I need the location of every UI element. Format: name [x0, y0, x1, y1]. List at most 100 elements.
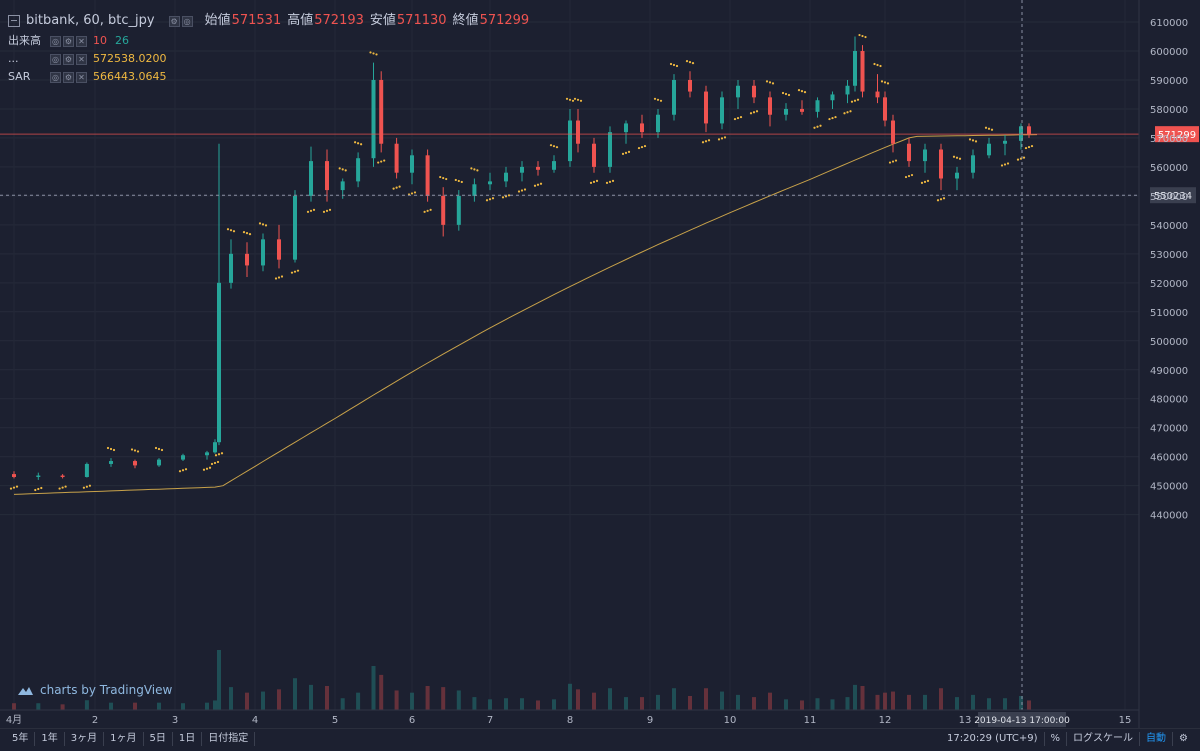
sar-dot — [248, 233, 252, 236]
sar-dot — [423, 210, 426, 213]
sar-dot — [245, 232, 249, 235]
sar-dot — [723, 136, 727, 139]
open-value: 571531 — [231, 13, 282, 28]
hide-icon: ◎ — [50, 71, 61, 83]
price-tick: 600000 — [1150, 47, 1188, 58]
sar-dot — [765, 80, 769, 83]
sar-dot — [608, 180, 612, 183]
price-tick: 500000 — [1150, 337, 1188, 348]
volume-bar — [688, 696, 692, 710]
sar-dot — [354, 141, 357, 144]
volume-bar — [987, 698, 991, 710]
sar-dot — [539, 182, 543, 185]
sar-dot — [552, 145, 556, 148]
candle-body — [853, 50, 857, 86]
gear-icon[interactable]: ⚙ — [1172, 732, 1194, 746]
sar-dot — [157, 447, 161, 451]
candle-body — [325, 161, 329, 191]
sar-dot — [853, 99, 857, 102]
ma-controls[interactable]: ◎ ⚙ ✕ — [50, 53, 87, 65]
sar-dot — [595, 179, 599, 182]
sar-dot — [360, 143, 363, 146]
sar-dot — [958, 157, 962, 160]
range-3m[interactable]: 3ヶ月 — [65, 732, 105, 746]
range-1m[interactable]: 1ヶ月 — [104, 732, 144, 746]
time-tick: 5 — [332, 715, 338, 726]
tradingview-watermark[interactable]: charts by TradingView — [16, 683, 172, 697]
volume-bar — [410, 692, 414, 710]
candle-body — [704, 91, 708, 124]
clock-time[interactable]: 17:20:29 (UTC+9) — [947, 733, 1038, 744]
candle-body — [875, 91, 880, 98]
time-tick: 11 — [804, 715, 817, 726]
candle-body — [340, 181, 345, 191]
volume-bar — [371, 666, 376, 710]
sar-dot — [242, 231, 246, 234]
volume-bar — [213, 700, 217, 710]
range-1d[interactable]: 1日 — [173, 732, 203, 746]
sar-dot — [380, 160, 383, 163]
sar-dot — [533, 184, 537, 187]
sar-controls[interactable]: ◎ ⚙ ✕ — [50, 71, 87, 83]
series-controls[interactable]: ⚙ ◎ — [168, 15, 193, 27]
candle-body — [356, 158, 361, 182]
volume-bar — [157, 702, 161, 710]
settings-icon: ⚙ — [168, 15, 180, 27]
collapse-icon[interactable] — [8, 15, 20, 27]
volume-bar — [340, 698, 345, 710]
volume-bar — [624, 697, 628, 710]
candle-body — [157, 459, 161, 466]
sar-dot — [15, 485, 19, 488]
close-icon: ✕ — [76, 53, 87, 65]
hide-icon: ◎ — [181, 15, 193, 27]
sar-dot — [1003, 163, 1007, 166]
sar-dot — [984, 126, 988, 129]
candle-body — [592, 143, 596, 167]
sar-dot — [328, 208, 332, 211]
candle-body — [1019, 126, 1023, 141]
price-tick: 450000 — [1150, 482, 1188, 493]
sar-label[interactable]: SAR — [8, 70, 31, 83]
volume-bar — [907, 694, 911, 710]
watermark-text[interactable]: charts by TradingView — [40, 683, 173, 697]
candle-body — [752, 85, 756, 98]
volume-label[interactable]: 出来高 — [8, 34, 41, 47]
high-label: 高値 — [287, 13, 314, 28]
range-custom[interactable]: 日付指定 — [202, 732, 256, 746]
range-5y[interactable]: 5年 — [6, 732, 36, 746]
chart-legend: bitbank, 60, btc_jpy ⚙ ◎ 始値 571531 高値 57219… — [8, 10, 529, 86]
volume-bar — [608, 688, 612, 710]
time-tick: 7 — [487, 715, 493, 726]
log-scale-toggle[interactable]: ログスケール — [1066, 732, 1139, 746]
sar-dot — [627, 150, 631, 153]
symbol-title[interactable]: bitbank, 60, btc_jpy — [26, 13, 155, 28]
volume-bar — [971, 694, 975, 710]
sar-dot — [274, 277, 278, 280]
percent-toggle[interactable]: % — [1043, 732, 1067, 746]
sar-dot — [803, 91, 807, 94]
range-5d[interactable]: 5日 — [144, 732, 173, 746]
volume-green-value: 26 — [115, 34, 129, 47]
price-tick: 480000 — [1150, 395, 1188, 406]
volume-bar — [441, 687, 446, 710]
sar-dot — [1000, 164, 1004, 167]
sar-dot — [850, 100, 854, 103]
sar-dot — [904, 175, 908, 179]
sar-dot — [160, 448, 164, 452]
sar-dot — [377, 161, 380, 164]
sar-dot — [592, 180, 596, 183]
candle-body — [672, 79, 676, 115]
volume-bar — [36, 703, 41, 710]
settings-icon: ⚙ — [63, 35, 74, 47]
ma-label[interactable]: ... — [8, 52, 19, 65]
auto-scale-toggle[interactable]: 自動 — [1139, 732, 1172, 746]
volume-controls[interactable]: ◎ ⚙ ✕ — [50, 35, 87, 47]
range-buttons: 5年 1年 3ヶ月 1ヶ月 5日 1日 日付指定 — [6, 732, 256, 746]
sar-value: 566443.0645 — [93, 70, 167, 83]
sar-dot — [429, 208, 432, 211]
candle-body — [293, 195, 297, 260]
sar-dot — [205, 467, 209, 470]
candle-body — [181, 455, 185, 460]
range-1y[interactable]: 1年 — [35, 732, 65, 746]
